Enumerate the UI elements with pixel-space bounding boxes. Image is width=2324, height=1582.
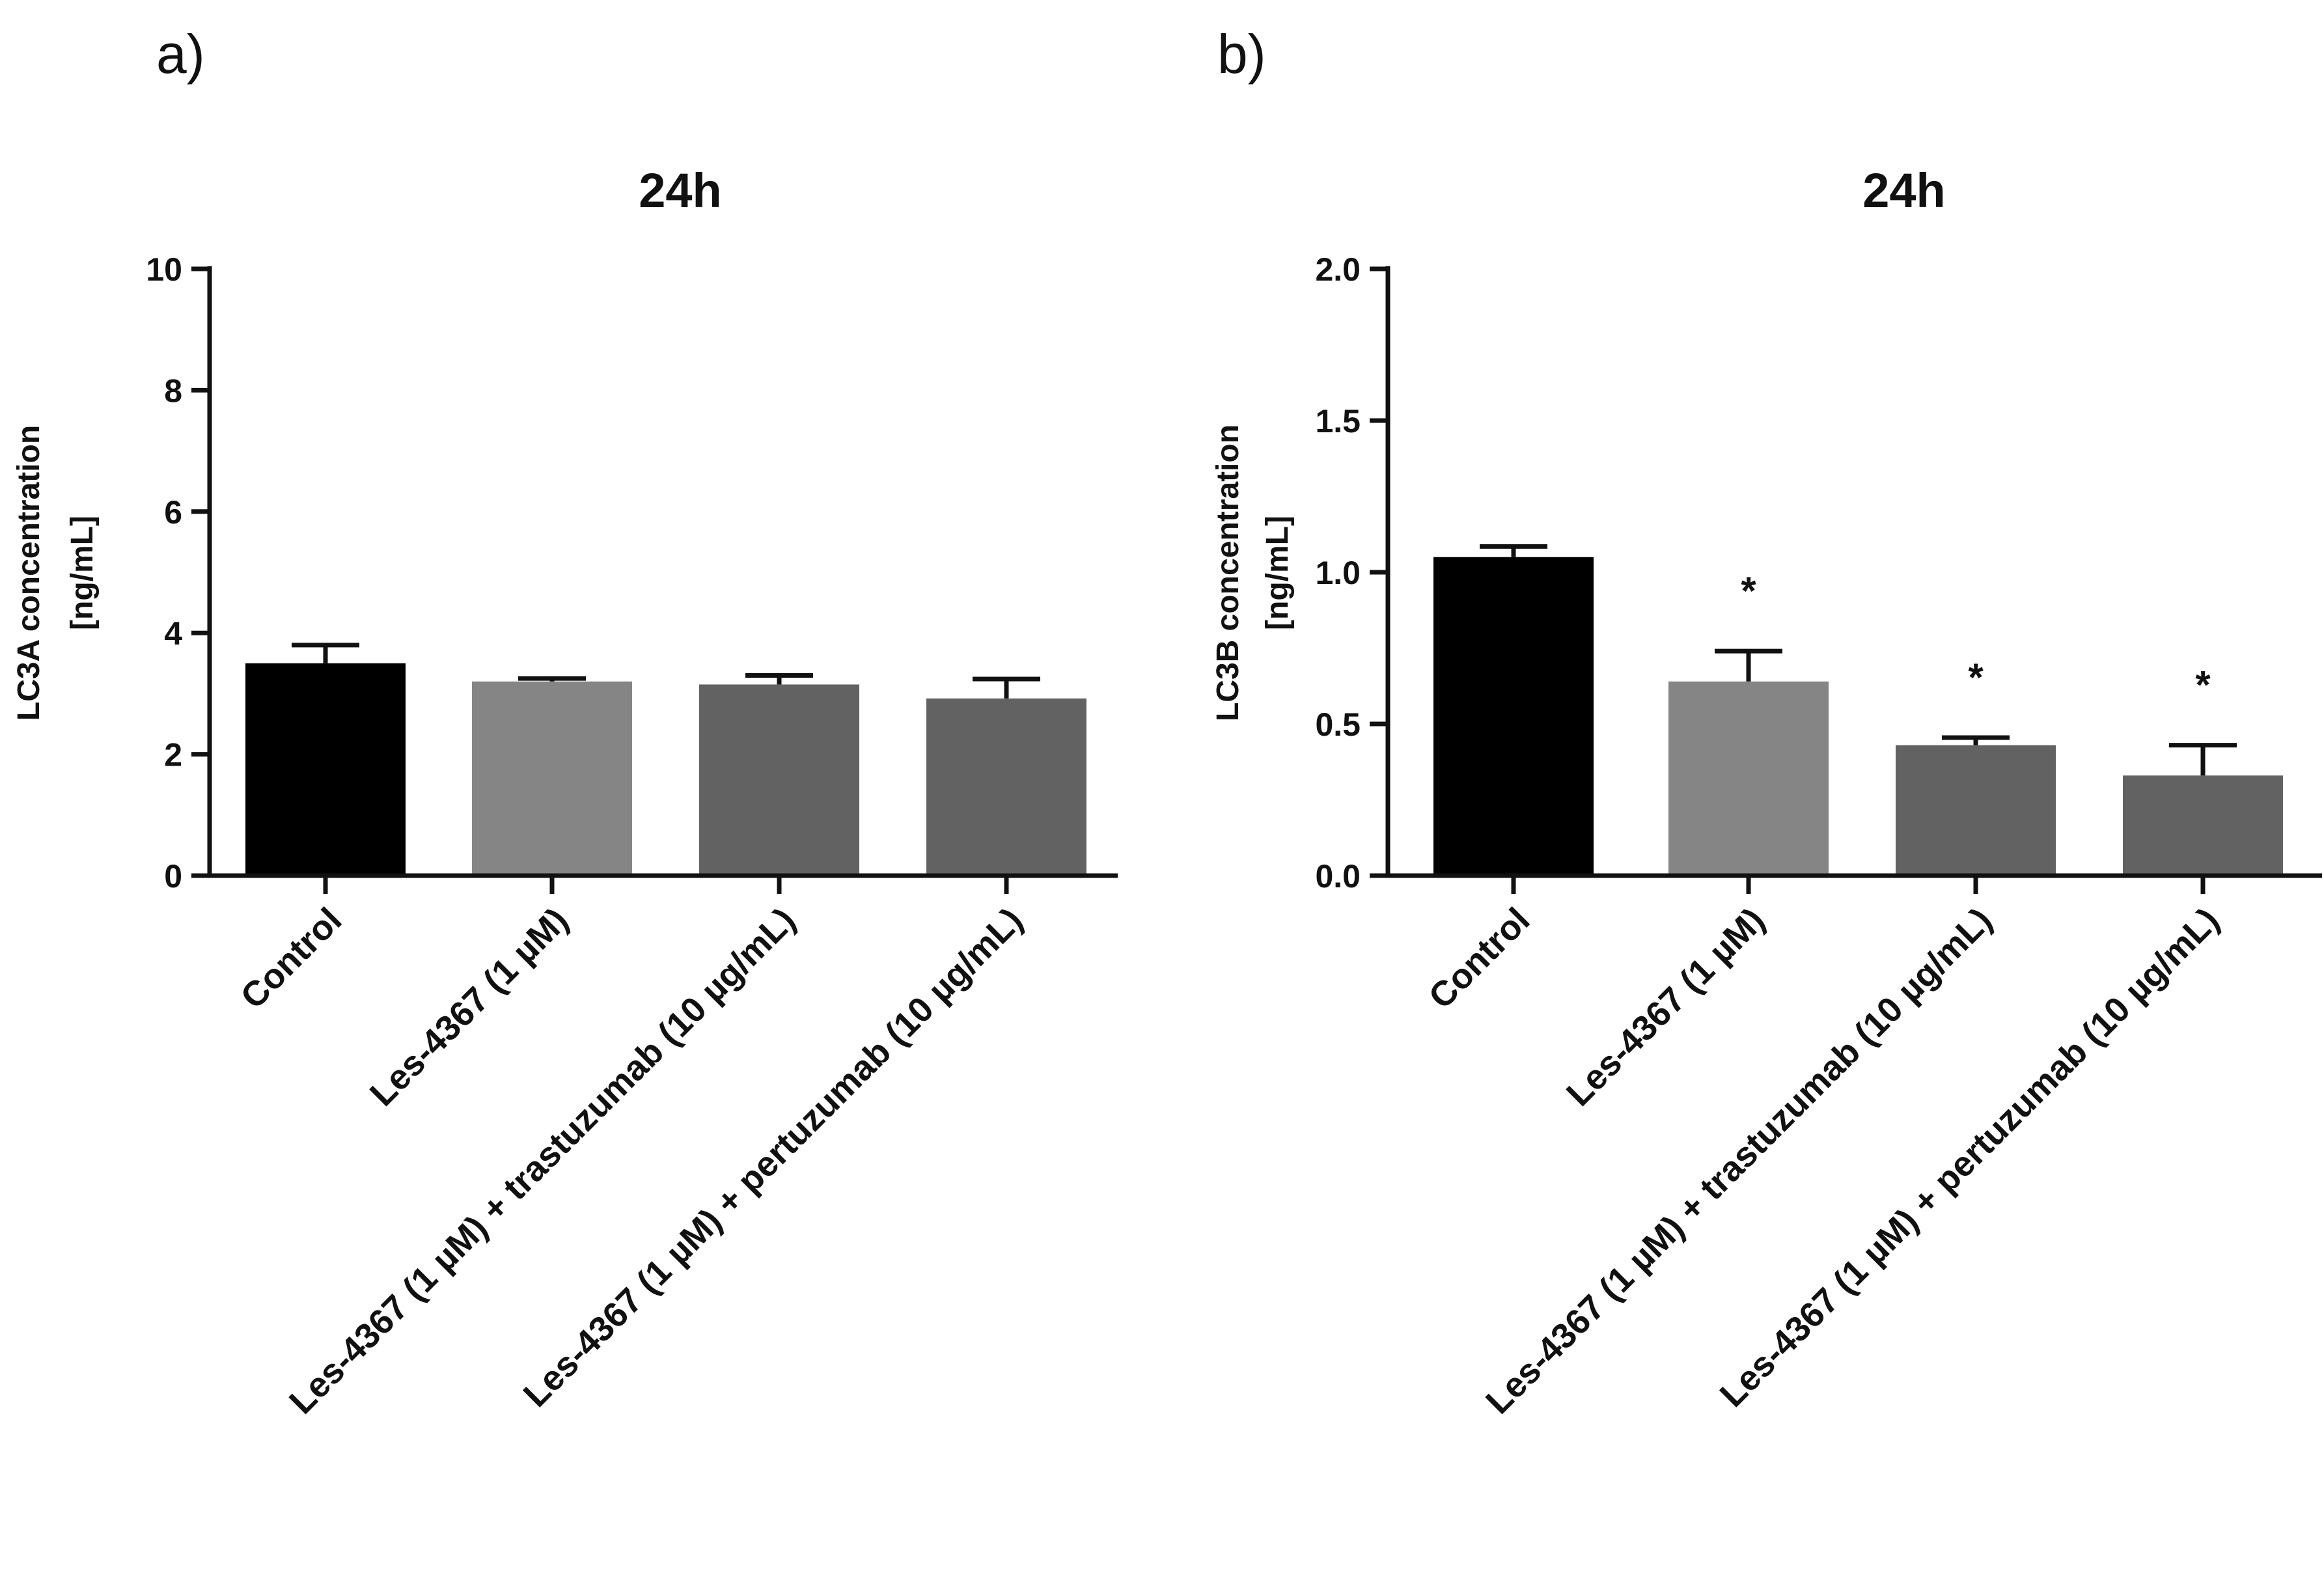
bar: [245, 663, 406, 876]
bar: [1896, 745, 2056, 876]
x-tick-label: Les-4367 (1 µM) + trastuzumab (10 µg/mL): [282, 900, 803, 1421]
y-tick-label: 1.5: [1315, 403, 1361, 439]
bar: [1668, 681, 1829, 876]
chart-title: 24h: [639, 163, 722, 217]
y-axis-label-units: [ng/mL]: [65, 516, 100, 630]
y-axis-label-units: [ng/mL]: [1260, 516, 1295, 630]
y-tick-label: 1.0: [1315, 555, 1361, 591]
bar: [472, 681, 632, 876]
significance-marker: *: [2195, 663, 2211, 707]
y-tick-label: 2.0: [1315, 251, 1361, 288]
y-tick-label: 8: [164, 372, 182, 409]
significance-marker: *: [1968, 656, 1984, 699]
x-tick-label: Les-4367 (1 µM): [1559, 900, 1773, 1114]
bar: [2123, 775, 2283, 876]
x-tick-label: Les-4367 (1 µM): [363, 900, 576, 1114]
y-tick-label: 0.5: [1315, 706, 1361, 743]
x-tick-label: Control: [1421, 900, 1537, 1016]
bar: [926, 698, 1086, 876]
x-tick-label: Les-4367 (1 µM) + pertuzumab (10 µg/mL): [516, 900, 1031, 1415]
panel-label: b): [1217, 23, 1266, 85]
significance-marker: *: [1741, 569, 1756, 613]
panel-label: a): [156, 23, 205, 85]
chart-panel-a: a) 24h LC3A concentration [ng/mL] 0 2 4 6 8 10 Con…: [12, 23, 1118, 1421]
y-tick-label: 0.0: [1315, 858, 1361, 895]
y-tick-label: 0: [164, 858, 182, 895]
y-axis-label: LC3B concentration: [1211, 424, 1245, 721]
y-tick-label: 6: [164, 494, 182, 531]
x-tick-label: Control: [233, 900, 349, 1016]
y-tick-label: 4: [164, 615, 182, 652]
x-tick-label: Les-4367 (1 µM) + trastuzumab (10 µg/mL): [1478, 900, 1999, 1421]
y-axis-label: LC3A concentration: [12, 425, 46, 721]
y-tick-label: 2: [164, 737, 182, 773]
chart-panel-b: b) 24h LC3B concentration [ng/mL] * * * 0.0 0.5 1…: [1211, 23, 2322, 1421]
bar: [1433, 557, 1594, 876]
y-tick-label: 10: [146, 251, 182, 288]
x-tick-label: Les-4367 (1 µM) + pertuzumab (10 µg/mL): [1713, 900, 2227, 1415]
bar: [699, 684, 859, 876]
chart-title: 24h: [1862, 163, 1946, 217]
